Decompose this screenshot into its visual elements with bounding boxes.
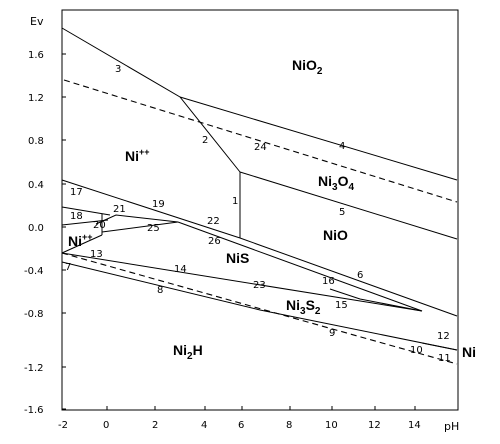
- line-number-label: 11: [438, 353, 451, 364]
- line-number-label: 13: [90, 249, 103, 260]
- x-tick-label: 10: [325, 420, 338, 431]
- line-number-label: 15: [335, 300, 348, 311]
- boundary-line-5: [239, 171, 458, 240]
- region-label-ni2h: Ni2H: [173, 342, 203, 362]
- boundary-line-11: [421, 342, 458, 351]
- boundary-line-18: [61, 206, 111, 216]
- boundary-line-26: [177, 221, 423, 312]
- y-tick-label: 0.8: [28, 136, 44, 147]
- y-tick-label: 0.0: [28, 223, 44, 234]
- line-number-label: 26: [208, 236, 221, 247]
- x-tick-label: 14: [408, 420, 421, 431]
- boundary-line-3: [61, 27, 241, 173]
- line-number-label: 4: [339, 141, 345, 152]
- line-number-label: 8: [157, 285, 163, 296]
- region-label-ni: Ni: [462, 344, 476, 360]
- x-tick-label: 4: [201, 420, 207, 431]
- line-number-label: 12: [437, 331, 450, 342]
- line-number-label: 5: [339, 207, 345, 218]
- boundary-line-21: [95, 214, 179, 225]
- x-tick-label: 8: [286, 420, 292, 431]
- x-tick-label: 6: [238, 420, 244, 431]
- x-tick-label: 0: [103, 420, 109, 431]
- region-label-ni-pp-left: Ni++: [68, 232, 93, 249]
- x-tick-label: 2: [152, 420, 158, 431]
- boundary-line-25: [101, 221, 179, 233]
- y-tick-label: -1.6: [24, 405, 44, 416]
- boundary-line-6: [239, 237, 458, 317]
- line-number-label: 19: [152, 199, 165, 210]
- region-label-ni3o4: Ni3O4: [318, 173, 354, 193]
- line-number-label: 23: [253, 280, 266, 291]
- y-tick-label: 1.6: [28, 50, 44, 61]
- y-tick-label: -0.4: [24, 266, 44, 277]
- y-tick-label: -1.2: [24, 363, 44, 374]
- boundary-line-24: [179, 96, 458, 181]
- line-number-label: 1: [232, 196, 238, 207]
- line-number-label: 20: [93, 220, 106, 231]
- boundary-line-13: [61, 252, 423, 312]
- boundary-line-8: [61, 261, 458, 351]
- plot-frame: [61, 9, 459, 411]
- line-number-label: 9: [329, 328, 335, 339]
- line-number-label: 16: [322, 276, 335, 287]
- line-number-label: 7: [65, 262, 71, 273]
- line-number-label: 2: [202, 135, 208, 146]
- y-axis: [62, 53, 66, 410]
- x-tick-label: 12: [368, 420, 381, 431]
- x-axis-title: pH: [444, 420, 459, 433]
- line-number-label: 21: [113, 204, 126, 215]
- y-axis-title: Ev: [30, 15, 44, 28]
- line-number-label: 18: [70, 211, 83, 222]
- region-label-nio2: NiO2: [292, 57, 323, 77]
- y-tick-label: 0.4: [28, 180, 44, 191]
- boundary-line-ni-pp-bottom: [61, 219, 109, 226]
- line-number-label: 10: [410, 345, 423, 356]
- line-number-label: 14: [174, 264, 187, 275]
- line-number-label: 24: [254, 142, 267, 153]
- line-number-label: 17: [70, 187, 83, 198]
- y-tick-label: 1.2: [28, 93, 44, 104]
- line-number-label: 25: [147, 223, 160, 234]
- x-axis: [106, 406, 416, 410]
- region-label-nis: NiS: [226, 250, 249, 266]
- line-number-label: 22: [207, 216, 220, 227]
- boundary-line-17: [61, 179, 241, 239]
- water-reduction-line: [61, 252, 458, 365]
- line-number-label: 6: [357, 270, 363, 281]
- boundary-line-7: [61, 234, 103, 254]
- region-label-ni3s2: Ni3S2: [286, 297, 321, 317]
- y-tick-label: -0.8: [24, 309, 44, 320]
- line-number-label: 3: [115, 64, 121, 75]
- boundary-line-15: [329, 288, 423, 312]
- x-tick-label: -2: [58, 420, 68, 431]
- region-label-nio: NiO: [323, 227, 348, 243]
- water-oxidation-line: [63, 79, 458, 203]
- region-label-ni-pp-top: Ni++: [125, 147, 150, 164]
